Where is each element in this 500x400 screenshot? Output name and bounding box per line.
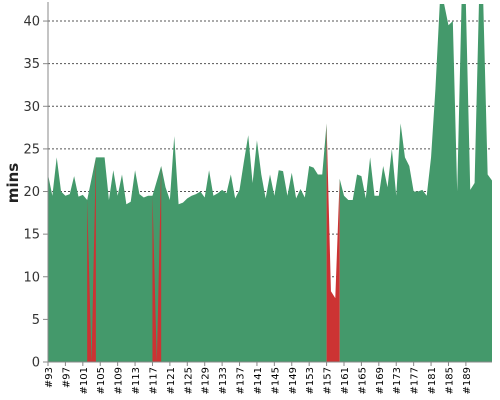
y-tick-label-20: 20 [23, 185, 40, 200]
y-tick-label-5: 5 [32, 313, 40, 328]
y-axis-label: mins [4, 163, 22, 203]
x-tick-label-125: #125 [183, 367, 194, 394]
x-tick-label-145: #145 [270, 367, 281, 394]
y-tick-label-40: 40 [23, 15, 40, 30]
area-series-fail-4 [326, 123, 340, 362]
y-tick-labels: 0 5 10 15 20 25 30 35 40 [23, 15, 40, 371]
x-tick-label-97: #97 [61, 367, 72, 388]
axes [43, 2, 492, 366]
x-tick-label-153: #153 [305, 367, 316, 394]
y-tick-label-0: 0 [32, 356, 40, 371]
x-tick-label-141: #141 [253, 367, 264, 394]
area-series [48, 4, 492, 362]
x-tick-label-109: #109 [114, 367, 125, 394]
y-tick-label-30: 30 [23, 100, 40, 115]
x-tick-label-185: #185 [444, 367, 455, 394]
x-tick-label-101: #101 [79, 367, 90, 394]
x-tick-label-173: #173 [392, 367, 403, 394]
x-tick-label-129: #129 [201, 367, 212, 394]
x-tick-labels: #93 #97 #101 #105 #109 #113 #117 #121 #125 #129 #1… [44, 367, 473, 394]
x-tick-label-117: #117 [148, 367, 159, 394]
y-tick-label-15: 15 [23, 228, 40, 243]
area-series-fail-3 [152, 165, 162, 362]
area-series-fail-2 [87, 157, 96, 362]
y-tick-label-35: 35 [23, 57, 40, 72]
x-tick-label-165: #165 [357, 367, 368, 394]
x-tick-label-105: #105 [96, 367, 107, 394]
x-tick-label-157: #157 [323, 367, 334, 394]
y-tick-label-25: 25 [23, 142, 40, 157]
area-series-pass-1 [339, 4, 492, 362]
x-tick-label-189: #189 [462, 367, 473, 394]
x-tick-label-121: #121 [166, 367, 177, 394]
x-tick-label-113: #113 [131, 367, 142, 394]
x-tick-label-93: #93 [44, 367, 55, 388]
x-tick-label-181: #181 [427, 367, 438, 394]
area-series-pass-0 [48, 123, 327, 362]
x-tick-label-149: #149 [288, 367, 299, 394]
x-tick-label-161: #161 [340, 367, 351, 394]
x-tick-label-133: #133 [218, 367, 229, 394]
x-tick-label-169: #169 [375, 367, 386, 394]
x-tick-label-177: #177 [410, 367, 421, 394]
y-tick-label-10: 10 [23, 270, 40, 285]
x-tick-label-137: #137 [236, 367, 247, 394]
